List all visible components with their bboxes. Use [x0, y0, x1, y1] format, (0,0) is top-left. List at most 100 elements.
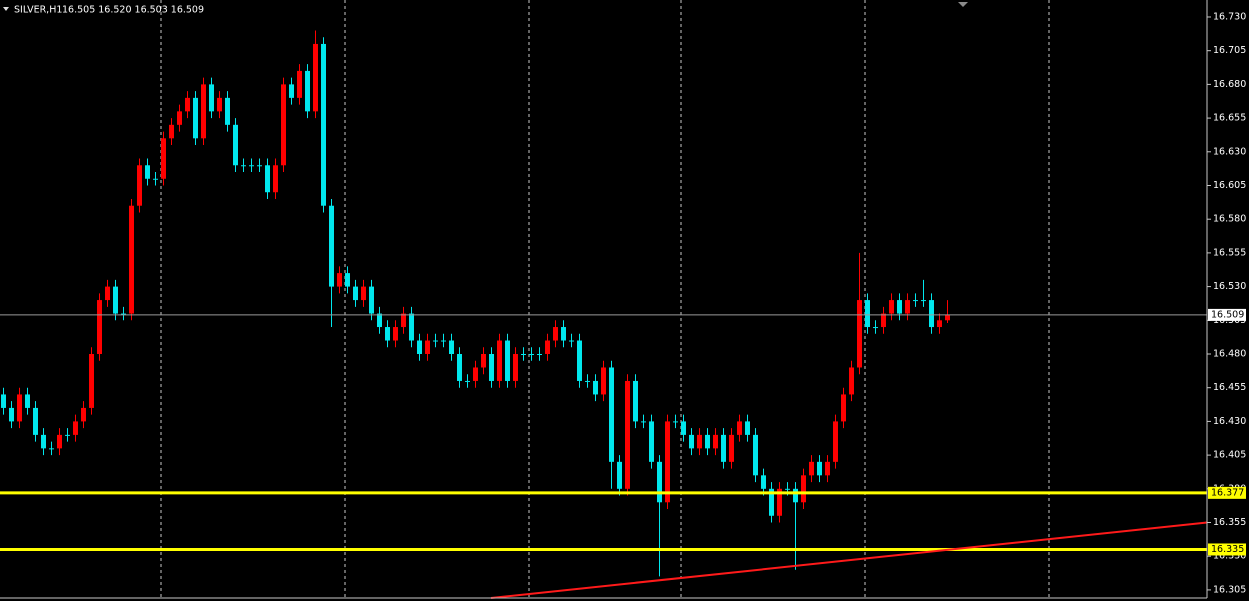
candle-body	[937, 320, 942, 328]
candle-body	[537, 354, 542, 356]
candle-body	[833, 421, 838, 462]
candle-body	[793, 488, 798, 503]
candle-body	[817, 461, 822, 476]
candle-body	[281, 84, 286, 166]
candle-body	[673, 421, 678, 423]
y-tick-label: 16.580	[1213, 214, 1246, 225]
candle-body	[449, 340, 454, 355]
candle-body	[913, 300, 918, 302]
candle-body	[481, 354, 486, 368]
candle-body	[697, 434, 702, 449]
shift-marker[interactable]	[958, 2, 968, 7]
y-tick-label: 16.680	[1213, 79, 1246, 90]
candle-body	[905, 300, 910, 314]
level-label-box	[1208, 486, 1246, 499]
candle-body	[1, 394, 6, 408]
candle-body	[417, 340, 422, 355]
candle-body	[129, 205, 134, 314]
candle-body	[81, 407, 86, 422]
candle-body	[289, 84, 294, 98]
candle-body	[25, 394, 30, 408]
candle-body	[441, 340, 446, 342]
candle-body	[521, 354, 526, 356]
candle-body	[73, 421, 78, 435]
candle-body	[801, 475, 806, 503]
candle-body	[217, 97, 222, 112]
candle-body	[17, 394, 22, 422]
chart-title: SILVER,H1	[14, 5, 62, 16]
candle-body	[721, 434, 726, 462]
candle-body	[601, 367, 606, 395]
candle-body	[41, 434, 46, 449]
candle-body	[385, 327, 390, 341]
candle-body	[841, 394, 846, 422]
candle-body	[225, 97, 230, 125]
y-tick-label: 16.705	[1213, 45, 1246, 56]
candle-body	[761, 475, 766, 489]
candle-body	[505, 340, 510, 381]
candle-body	[401, 313, 406, 328]
candle-body	[609, 367, 614, 462]
candle-body	[665, 421, 670, 503]
candle-body	[361, 286, 366, 301]
candle-body	[889, 300, 894, 314]
menu-icon[interactable]	[3, 7, 9, 11]
candle-body	[705, 434, 710, 449]
candle-body	[433, 340, 438, 342]
candle-body	[553, 327, 558, 341]
candle-body	[777, 488, 782, 516]
candle-body	[249, 165, 254, 167]
candle-body	[105, 286, 110, 301]
candle-body	[873, 327, 878, 329]
candle-body	[585, 380, 590, 382]
candle-body	[33, 407, 38, 435]
candle-body	[489, 354, 494, 381]
candle-body	[121, 313, 126, 315]
candle-body	[9, 407, 14, 422]
y-tick-label: 16.655	[1213, 113, 1246, 124]
candle-body	[153, 178, 158, 180]
candle-body	[897, 300, 902, 314]
candle-body	[97, 300, 102, 355]
candle-body	[593, 380, 598, 395]
candle-body	[849, 367, 854, 395]
candle-body	[305, 70, 310, 112]
y-tick-label: 16.455	[1213, 382, 1246, 393]
candle-body	[201, 84, 206, 139]
candle-body	[465, 380, 470, 382]
candle-body	[809, 461, 814, 476]
candle-body	[769, 488, 774, 516]
candle-body	[577, 340, 582, 381]
trendline	[490, 521, 1208, 599]
level-label: 16.377	[1211, 487, 1244, 498]
candle-body	[113, 286, 118, 314]
candle-body	[945, 314, 950, 321]
candle-body	[137, 165, 142, 206]
candle-body	[409, 313, 414, 341]
candle-body	[145, 165, 150, 179]
candle-body	[545, 340, 550, 355]
y-tick-label: 16.555	[1213, 247, 1246, 258]
y-tick-label: 16.330	[1213, 551, 1246, 562]
price-label: 16.509	[1211, 309, 1244, 320]
y-tick-label: 16.630	[1213, 146, 1246, 157]
y-tick-label: 16.480	[1213, 349, 1246, 360]
candle-body	[369, 286, 374, 314]
candle-body	[193, 97, 198, 139]
time-separators	[160, 0, 1050, 598]
candle-body	[497, 340, 502, 381]
candle-body	[729, 434, 734, 462]
candle-body	[265, 165, 270, 193]
candle-body	[321, 43, 326, 206]
candle-body	[561, 327, 566, 341]
candle-body	[393, 327, 398, 341]
candle-body	[473, 367, 478, 381]
candle-body	[241, 165, 246, 167]
candle-body	[929, 300, 934, 328]
candle-body	[641, 421, 646, 423]
candle-body	[457, 354, 462, 381]
candle-body	[313, 43, 318, 112]
candle-body	[49, 448, 54, 450]
candle-body	[177, 111, 182, 125]
candle-body	[65, 434, 70, 436]
